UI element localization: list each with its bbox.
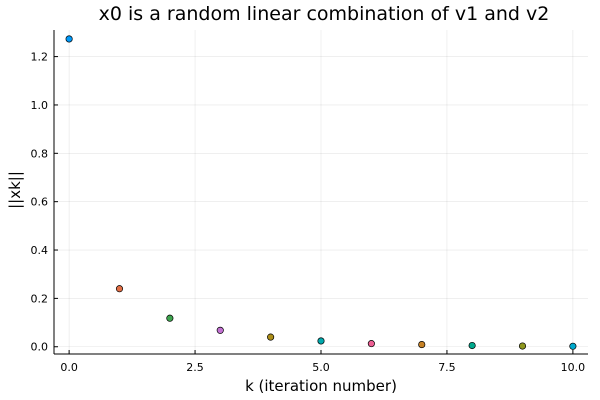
- data-point: [569, 342, 577, 350]
- tick-labels: 0.0 2.5 5.0 7.5 10.0 0.0 0.2 0.4 0.6 0.8 1.0 1.2: [31, 51, 586, 374]
- data-point: [65, 35, 73, 43]
- y-axis-label: ||xk||: [6, 171, 24, 209]
- y-tick-label: 0.4: [31, 244, 49, 257]
- data-points: [65, 35, 577, 350]
- data-point: [115, 285, 124, 293]
- x-tick-label: 10.0: [561, 361, 586, 374]
- grid-lines: [54, 30, 588, 354]
- data-point: [418, 341, 426, 349]
- y-tick-label: 0.0: [31, 341, 49, 354]
- y-tick-label: 1.0: [31, 99, 49, 112]
- x-tick-label: 2.5: [186, 361, 204, 374]
- data-point: [518, 342, 527, 350]
- data-point: [216, 326, 224, 334]
- chart-title: x0 is a random linear combination of v1 …: [99, 3, 550, 25]
- data-point: [367, 340, 375, 348]
- x-axis-label: k (iteration number): [245, 377, 397, 395]
- y-tick-label: 0.2: [31, 292, 49, 305]
- data-point: [166, 314, 174, 322]
- x-tick-label: 0.0: [60, 361, 78, 374]
- data-point: [317, 337, 325, 345]
- x-tick-label: 5.0: [312, 361, 330, 374]
- y-tick-label: 1.2: [31, 51, 49, 64]
- data-point: [468, 341, 476, 350]
- y-tick-label: 0.8: [31, 147, 49, 160]
- data-point: [267, 333, 275, 341]
- x-tick-label: 7.5: [438, 361, 456, 374]
- y-tick-label: 0.6: [31, 196, 49, 209]
- axes: [53, 30, 588, 355]
